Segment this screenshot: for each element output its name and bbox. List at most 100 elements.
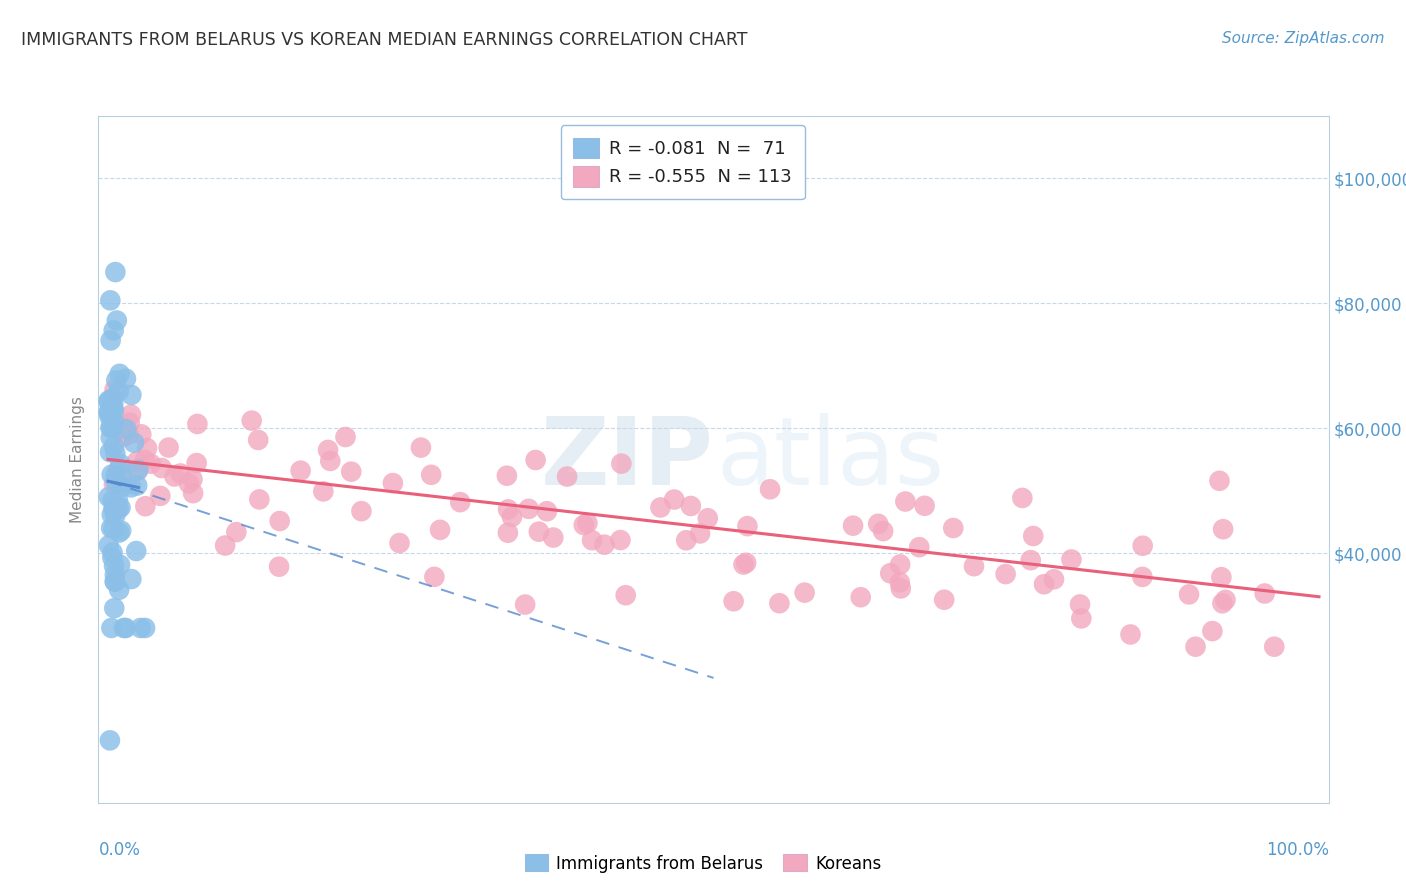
- Point: [104, 574, 127, 589]
- Point: [723, 594, 745, 608]
- Point: [879, 566, 901, 581]
- Point: [572, 518, 595, 533]
- Point: [103, 558, 125, 573]
- Point: [97, 393, 120, 408]
- Point: [1022, 529, 1045, 543]
- Point: [269, 514, 291, 528]
- Point: [115, 475, 138, 490]
- Point: [98, 445, 121, 459]
- Point: [125, 544, 148, 558]
- Point: [118, 427, 141, 442]
- Point: [181, 486, 204, 500]
- Point: [335, 430, 357, 444]
- Point: [1212, 522, 1234, 536]
- Point: [429, 523, 451, 537]
- Point: [420, 467, 443, 482]
- Point: [381, 476, 404, 491]
- Point: [1070, 611, 1092, 625]
- Point: [423, 570, 446, 584]
- Point: [1033, 577, 1056, 591]
- Point: [163, 469, 186, 483]
- Point: [129, 621, 152, 635]
- Point: [388, 536, 411, 550]
- Point: [129, 427, 152, 442]
- Point: [214, 539, 236, 553]
- Point: [100, 431, 122, 445]
- Point: [105, 373, 128, 387]
- Point: [889, 558, 911, 572]
- Point: [536, 504, 558, 518]
- Point: [122, 435, 145, 450]
- Point: [515, 598, 537, 612]
- Point: [100, 508, 122, 522]
- Point: [679, 499, 702, 513]
- Point: [768, 596, 790, 610]
- Point: [100, 421, 122, 435]
- Point: [98, 293, 121, 308]
- Point: [110, 524, 132, 538]
- Point: [240, 414, 263, 428]
- Point: [1253, 586, 1275, 600]
- Point: [110, 467, 132, 481]
- Point: [104, 504, 127, 518]
- Point: [1211, 570, 1233, 584]
- Point: [120, 572, 142, 586]
- Point: [1201, 624, 1223, 639]
- Point: [914, 499, 936, 513]
- Point: [496, 468, 519, 483]
- Point: [97, 405, 120, 419]
- Point: [134, 621, 156, 635]
- Point: [115, 422, 138, 436]
- Point: [112, 621, 135, 635]
- Point: [186, 417, 208, 431]
- Point: [1132, 570, 1154, 584]
- Point: [576, 516, 599, 530]
- Point: [247, 433, 270, 447]
- Point: [110, 500, 132, 515]
- Point: [267, 559, 290, 574]
- Point: [186, 456, 208, 470]
- Point: [1263, 640, 1285, 654]
- Point: [104, 265, 127, 279]
- Point: [103, 403, 125, 417]
- Point: [118, 416, 141, 430]
- Point: [136, 441, 159, 455]
- Point: [449, 495, 471, 509]
- Point: [120, 480, 142, 494]
- Point: [100, 621, 122, 635]
- Point: [501, 509, 523, 524]
- Point: [319, 454, 342, 468]
- Point: [127, 464, 149, 478]
- Point: [593, 538, 616, 552]
- Point: [169, 467, 191, 481]
- Point: [759, 483, 782, 497]
- Point: [737, 519, 759, 533]
- Point: [150, 461, 173, 475]
- Point: [97, 538, 120, 552]
- Point: [696, 511, 718, 525]
- Point: [103, 418, 125, 433]
- Point: [111, 430, 134, 444]
- Point: [994, 567, 1017, 582]
- Point: [97, 395, 120, 409]
- Point: [108, 558, 131, 572]
- Point: [609, 533, 631, 547]
- Point: [735, 556, 758, 570]
- Point: [120, 388, 142, 402]
- Point: [101, 545, 124, 559]
- Point: [247, 492, 270, 507]
- Point: [650, 500, 672, 515]
- Point: [103, 415, 125, 429]
- Point: [1019, 553, 1042, 567]
- Point: [107, 463, 129, 477]
- Point: [103, 601, 125, 615]
- Point: [107, 493, 129, 508]
- Point: [103, 323, 125, 337]
- Point: [527, 524, 550, 539]
- Point: [103, 383, 125, 397]
- Point: [555, 469, 578, 483]
- Point: [733, 558, 755, 572]
- Point: [1178, 587, 1201, 601]
- Point: [100, 334, 122, 348]
- Point: [689, 526, 711, 541]
